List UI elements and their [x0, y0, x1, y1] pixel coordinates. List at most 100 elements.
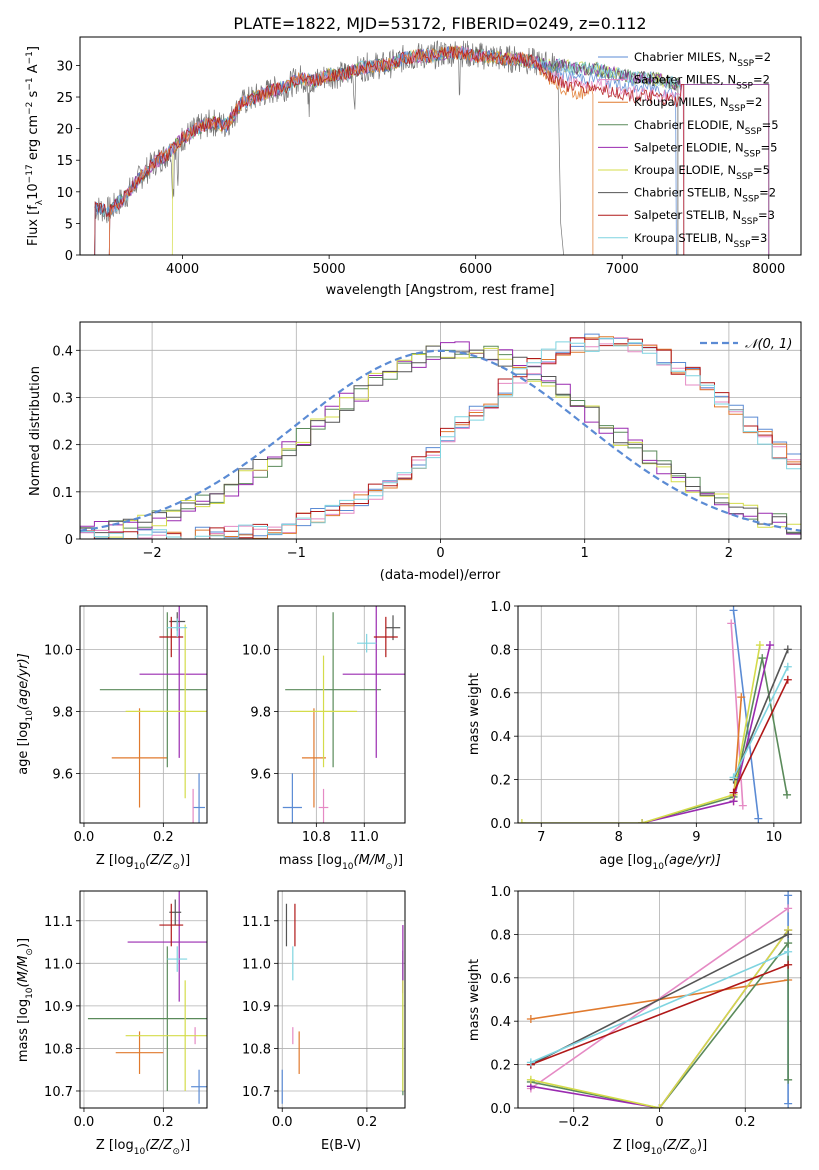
axes-frame: [79, 36, 802, 256]
weight-line-c6: [530, 929, 789, 1108]
weight-marker-c6-1: [638, 819, 647, 823]
weight-marker-c1-0: [729, 606, 738, 615]
x-tick-label-3: 7000: [606, 262, 639, 277]
y-tick-label-3: 11.0: [242, 957, 271, 972]
weight-marker-c3-1: [737, 693, 746, 702]
x-tick-label-1: 0: [655, 1115, 663, 1130]
weight-line-c8: [732, 679, 789, 793]
weight-line-c9: [530, 951, 789, 1064]
mass_vs_Z-panel: 0.0 0.2 10.7 10.8 10.9 11.0 11.1 Z [log10(Z/Z⊙)…: [16, 890, 208, 1157]
x-tick-label-1: −1: [287, 546, 306, 561]
weight-marker-c6-0: [518, 819, 526, 823]
weight-marker-c2-1: [738, 801, 747, 810]
weight-line-c4: [530, 940, 789, 1108]
x-tick-label-0: −2: [143, 546, 162, 561]
y-tick-label-4: 0.8: [490, 928, 511, 943]
y-tick-label-1: 10.8: [242, 1042, 271, 1057]
hist-step-c8: [80, 337, 801, 539]
weight-marker-c9-1: [784, 947, 793, 956]
x-axis-label: wavelength [Angstrom, rest frame]: [326, 283, 555, 298]
y-tick-label-0: 0: [65, 249, 73, 264]
x-tick-label-4: 2: [725, 546, 733, 561]
x-tick-label-1: 0.2: [153, 1115, 174, 1130]
x-axis-label: Z [log10(Z/Z⊙)]: [613, 1138, 707, 1157]
y-tick-label-5: 1.0: [490, 600, 511, 615]
y-tick-label-4: 0.4: [52, 344, 73, 359]
mass_vs_Z-marks: [87, 891, 207, 1104]
y-tick-label-4: 11.1: [242, 915, 271, 930]
y-tick-label-0: 9.6: [52, 767, 73, 782]
y-tick-label-3: 11.0: [44, 957, 73, 972]
legend-label-2: Kroupa MILES, NSSP=2: [634, 95, 762, 114]
y-tick-label-0: 0.0: [490, 817, 511, 832]
weight-marker-c6-1: [655, 1104, 664, 1108]
axes-frame: [517, 890, 802, 1109]
axes-frame: [277, 605, 406, 824]
y-axis-label: age [log10(age/yr)]: [16, 653, 35, 775]
weight-line-c7: [530, 933, 789, 1066]
x-tick-label-0: 0.0: [272, 1115, 293, 1130]
model-spectrum-c9: [94, 46, 685, 255]
y-axis-label: mass weight: [467, 673, 482, 755]
y-tick-label-2: 0.4: [490, 730, 511, 745]
x-tick-label-1: 8: [615, 830, 623, 845]
legend-label-5: Kroupa ELODIE, NSSP=5: [634, 163, 770, 182]
y-tick-label-1: 0.2: [490, 774, 511, 789]
legend-label-1: Salpeter MILES, NSSP=2: [634, 73, 770, 92]
normal-curve: [80, 349, 801, 532]
y-axis-label: mass [log10(M/M⊙)]: [16, 938, 35, 1062]
weight-line-c5: [641, 644, 771, 823]
x-axis-label: age [log10(age/yr)]: [599, 853, 721, 872]
x-tick-label-0: 10.8: [302, 830, 331, 845]
x-tick-label-3: 10: [766, 830, 783, 845]
figure-title: PLATE=1822, MJD=53172, FIBERID=0249, z=0…: [233, 14, 646, 33]
weight-marker-c1-1: [754, 814, 763, 823]
weight_vs_Z-panel: −0.2 0 0.2 0.0 0.2 0.4 0.6 0.8 1.0 Z [log10(Z/Z⊙)…: [467, 885, 802, 1157]
spectrum-panel: 4000 5000 6000 7000 8000 0 5 10 15 20 25 30 Chabrier…: [25, 36, 802, 298]
legend-label-4: Salpeter ELODIE, NSSP=5: [634, 140, 777, 159]
mass_vs_ebv-panel: 0.0 0.2 10.7 10.8 10.9 11.0 11.1 E(B-V): [242, 890, 406, 1153]
x-tick-label-0: 4000: [166, 262, 199, 277]
y-tick-label-3: 0.6: [490, 972, 511, 987]
y-tick-label-2: 10: [56, 186, 73, 201]
weight-marker-c4-3: [784, 1075, 793, 1084]
x-tick-label-2: 6000: [459, 262, 492, 277]
weight-marker-c1-0: [784, 891, 793, 900]
y-tick-label-2: 10.9: [44, 1000, 73, 1015]
weight-marker-c9-1: [783, 662, 792, 671]
y-tick-label-1: 0.2: [490, 1059, 511, 1074]
y-tick-label-0: 0.0: [490, 1102, 511, 1117]
y-tick-label-2: 0.2: [52, 439, 73, 454]
weight-marker-c4-2: [758, 654, 767, 663]
weight-marker-c6-0: [526, 1075, 535, 1084]
age_vs_Z-marks: [99, 606, 207, 823]
y-tick-label-2: 0.4: [490, 1015, 511, 1030]
y-tick-label-0: 10.7: [242, 1085, 271, 1100]
mass_vs_ebv-marks: [281, 903, 404, 1104]
weight-marker-c8-1: [783, 675, 792, 684]
weight-line-c2: [530, 907, 789, 1090]
weight-marker-c2-0: [727, 619, 736, 628]
model-spectrum-c8: [94, 46, 685, 255]
weight-marker-c2-1: [784, 904, 793, 913]
y-tick-label-2: 10.9: [242, 1000, 271, 1015]
model-spectrum-c1: [94, 46, 677, 255]
weight-marker-c7-1: [784, 930, 793, 939]
y-tick-label-4: 0.8: [490, 643, 511, 658]
y-tick-label-1: 9.8: [52, 705, 73, 720]
x-axis-label: (data-model)/error: [380, 568, 501, 583]
x-axis-label: mass [log10(M/M⊙)]: [279, 853, 403, 872]
y-tick-label-2: 10.0: [242, 643, 271, 658]
x-tick-label-0: −0.2: [558, 1115, 590, 1130]
x-tick-label-1: 11.0: [350, 830, 379, 845]
axes-frame: [277, 890, 406, 1109]
axes-frame: [517, 605, 802, 824]
legend-label-0: Chabrier MILES, NSSP=2: [634, 50, 771, 69]
legend-label-8: Kroupa STELIB, NSSP=3: [634, 231, 767, 250]
x-tick-label-3: 1: [581, 546, 589, 561]
y-axis-label: Normed distribution: [28, 366, 43, 496]
y-tick-label-0: 9.6: [250, 767, 271, 782]
x-tick-label-2: 0: [436, 546, 444, 561]
y-tick-label-0: 0: [65, 533, 73, 548]
normal-legend-label: 𝒩(0, 1): [745, 337, 792, 352]
